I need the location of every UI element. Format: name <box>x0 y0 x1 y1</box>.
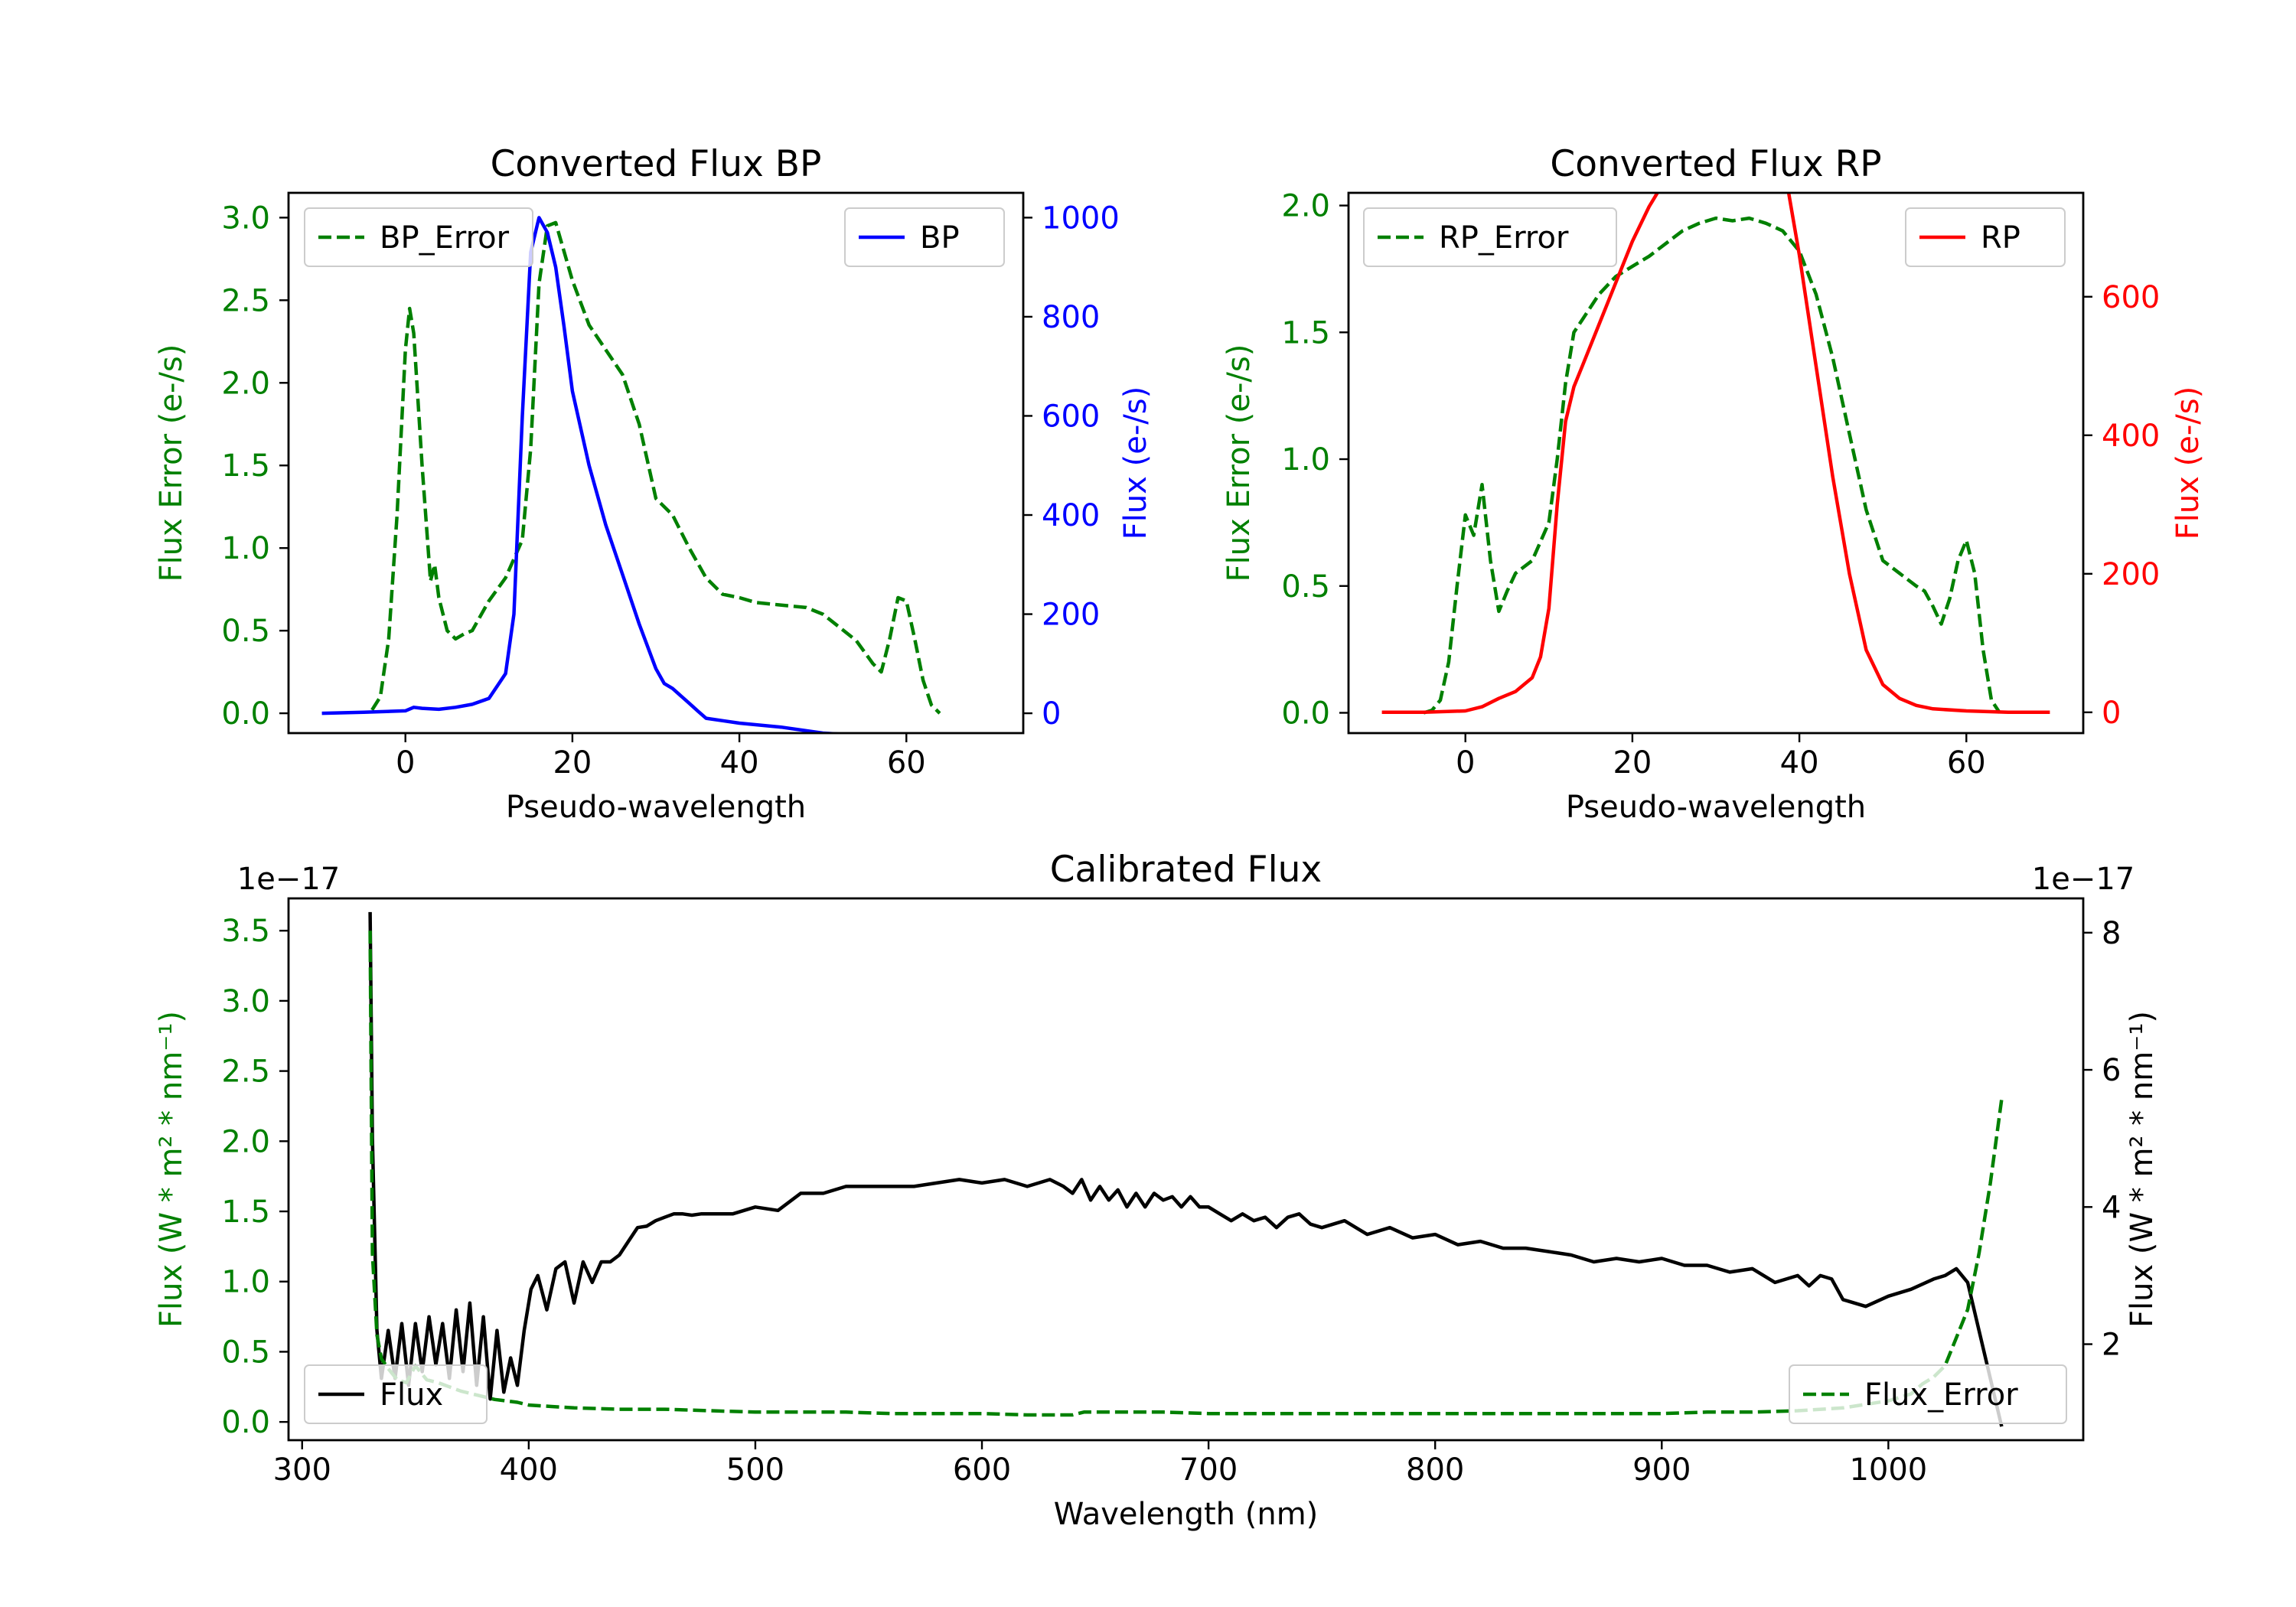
legend-bp: BP <box>844 207 1005 267</box>
y-right-tick-label: 1000 <box>1042 200 1120 236</box>
series-bp-error-line <box>370 220 941 715</box>
series-flux-line <box>368 911 2004 1427</box>
chart-title: Converted Flux RP <box>1550 143 1881 185</box>
y-right-tick-label: 200 <box>2102 557 2160 592</box>
y-right-axis-label: Flux (W * m² * nm⁻¹) <box>2125 1011 2160 1328</box>
y-right-tick-label: 400 <box>1042 498 1100 533</box>
y-left-tick-label: 3.0 <box>221 984 270 1019</box>
series-rp-line <box>1381 193 2050 715</box>
x-tick-label: 800 <box>1406 1452 1464 1488</box>
y-left-tick-label: 3.5 <box>221 914 270 949</box>
x-tick-label: 60 <box>1947 745 1986 781</box>
x-tick-label: 0 <box>1456 745 1475 781</box>
legend-label: RP <box>1981 220 2020 256</box>
y-left-tick-label: 1.5 <box>221 1195 270 1230</box>
legend-box <box>1363 207 1617 267</box>
y-left-axis-label: Flux Error (e-/s) <box>154 344 189 582</box>
x-tick-label: 500 <box>726 1452 784 1488</box>
x-tick-label: 20 <box>553 745 592 781</box>
y-right-tick-label: 200 <box>1042 598 1100 633</box>
legend-box <box>844 207 1005 267</box>
y-right-tick-label: 0 <box>2102 696 2121 731</box>
legend-label: BP <box>920 220 960 256</box>
legend-bp-error: BP_Error <box>304 207 533 267</box>
y-left-tick-label: 2.0 <box>221 1124 270 1159</box>
y-left-tick-label: 0.5 <box>1281 569 1330 605</box>
y-right-tick-label: 600 <box>1042 399 1100 434</box>
panel-converted-flux-bp: 0 20 40 60 0.0 0.5 1.0 1.5 2.0 2.5 3.0 0 200 400 600 80… <box>154 143 1153 825</box>
panel-calibrated-flux: 300 400 500 600 700 800 900 1000 0.0 0.5 1.0 1.5 2.0… <box>154 849 2160 1532</box>
y-right-axis-label: Flux (e-/s) <box>2170 386 2206 539</box>
x-tick-label: 700 <box>1179 1452 1238 1488</box>
y-left-tick-label: 0.0 <box>221 1405 270 1440</box>
y-right-tick-label: 800 <box>1042 300 1100 335</box>
y-right-offset-label: 1e−17 <box>2032 862 2135 897</box>
y-left-tick-label: 0.5 <box>221 1335 270 1370</box>
y-left-tick-label: 3.0 <box>221 200 270 236</box>
y-left-offset-label: 1e−17 <box>237 862 340 897</box>
legend-label: RP_Error <box>1439 220 1569 256</box>
y-right-axis-label: Flux (e-/s) <box>1118 386 1153 539</box>
x-tick-label: 40 <box>720 745 759 781</box>
legend-box <box>1789 1364 2067 1424</box>
y-left-tick-label: 2.5 <box>221 1054 270 1090</box>
legend-rp-error: RP_Error <box>1363 207 1617 267</box>
y-left-axis-label: Flux Error (e-/s) <box>1221 344 1257 582</box>
y-left-tick-label: 0.5 <box>221 614 270 649</box>
axes-frame <box>1347 191 2085 735</box>
x-tick-label: 600 <box>953 1452 1011 1488</box>
x-tick-label: 1000 <box>1849 1452 1927 1488</box>
legend-flux-error: Flux_Error <box>1789 1364 2067 1424</box>
y-left-tick-label: 0.0 <box>221 696 270 732</box>
x-axis-label: Pseudo-wavelength <box>1566 790 1866 825</box>
legend-box <box>304 207 533 267</box>
legend-label: Flux_Error <box>1864 1377 2018 1413</box>
x-tick-label: 300 <box>273 1452 331 1488</box>
axes-frame <box>287 897 2085 1442</box>
y-right-tick-label: 2 <box>2102 1328 2121 1363</box>
legend-flux: Flux <box>304 1364 488 1424</box>
y-right-tick-label: 4 <box>2102 1190 2121 1225</box>
chart-title: Converted Flux BP <box>491 143 822 185</box>
y-left-tick-label: 2.0 <box>221 366 270 401</box>
y-left-tick-label: 1.5 <box>221 448 270 484</box>
y-right-tick-label: 600 <box>2102 280 2160 315</box>
x-tick-label: 0 <box>396 745 415 781</box>
chart-title: Calibrated Flux <box>1050 849 1322 891</box>
y-left-tick-label: 1.0 <box>1281 442 1330 478</box>
axes-frame <box>287 191 1025 735</box>
x-axis-label: Wavelength (nm) <box>1054 1497 1319 1532</box>
panel-converted-flux-rp: 0 20 40 60 0.0 0.5 1.0 1.5 2.0 0 200 400 600 Converte… <box>1221 143 2206 825</box>
x-tick-label: 400 <box>500 1452 558 1488</box>
y-right-tick-label: 0 <box>1042 696 1061 732</box>
legend-label: Flux <box>380 1377 443 1413</box>
x-tick-label: 60 <box>887 745 926 781</box>
y-left-tick-label: 1.5 <box>1281 315 1330 350</box>
y-left-tick-label: 1.0 <box>221 1265 270 1300</box>
y-left-tick-label: 2.0 <box>1281 189 1330 224</box>
y-right-tick-label: 400 <box>2102 419 2160 454</box>
series-rp-error-line <box>1423 216 2001 715</box>
y-right-tick-label: 6 <box>2102 1053 2121 1088</box>
x-axis-label: Pseudo-wavelength <box>506 790 806 825</box>
legend-rp: RP <box>1905 207 2066 267</box>
x-tick-label: 40 <box>1780 745 1819 781</box>
y-left-axis-label: Flux (W * m² * nm⁻¹) <box>154 1011 189 1328</box>
series-bp-line <box>321 216 853 733</box>
y-left-tick-label: 0.0 <box>1281 696 1330 731</box>
legend-box <box>304 1364 488 1424</box>
y-left-tick-label: 1.0 <box>221 531 270 566</box>
y-left-tick-label: 2.5 <box>221 283 270 318</box>
y-right-tick-label: 8 <box>2102 916 2121 951</box>
legend-box <box>1905 207 2066 267</box>
x-tick-label: 20 <box>1613 745 1652 781</box>
x-tick-label: 900 <box>1632 1452 1691 1488</box>
legend-label: BP_Error <box>380 220 510 256</box>
